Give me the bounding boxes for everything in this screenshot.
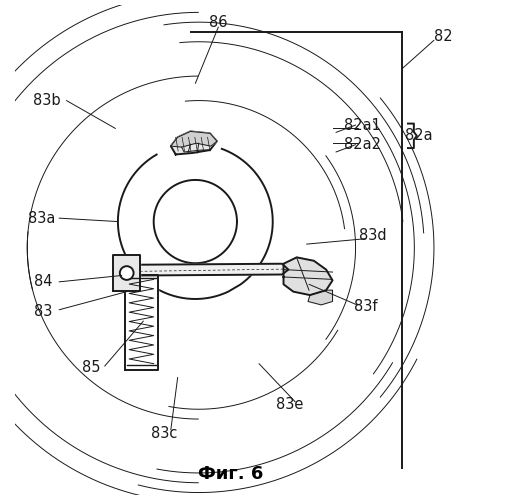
Polygon shape [171,132,217,154]
Text: 83: 83 [34,304,53,319]
Polygon shape [113,255,140,291]
Text: 82a2: 82a2 [344,137,381,152]
Text: 82: 82 [434,30,453,44]
Text: 82a1: 82a1 [344,118,381,132]
Circle shape [120,266,134,280]
Text: 84: 84 [34,274,53,289]
Polygon shape [283,258,332,295]
Text: 83e: 83e [276,397,303,412]
Polygon shape [308,290,332,305]
Polygon shape [171,132,217,147]
Text: Фиг. 6: Фиг. 6 [198,466,263,483]
Text: 83d: 83d [359,228,386,243]
Text: 83a: 83a [28,210,56,226]
Text: 85: 85 [82,360,100,375]
Text: 82a: 82a [406,128,433,144]
Text: 83b: 83b [33,93,61,108]
Polygon shape [125,274,158,370]
Text: 86: 86 [209,14,228,30]
Polygon shape [122,264,289,280]
Text: 83c: 83c [151,426,178,441]
Text: 83f: 83f [354,299,377,314]
